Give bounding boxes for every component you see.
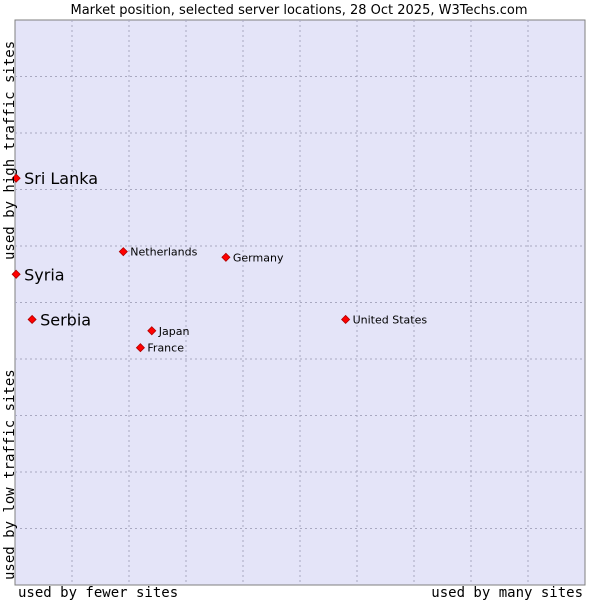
data-label-united-states: United States [353, 313, 428, 326]
data-label-sri-lanka: Sri Lanka [24, 169, 98, 188]
data-points [11, 173, 351, 353]
data-label-japan: Japan [158, 325, 190, 338]
data-point-labels: Netherlands Germany United States Japan Fran… [24, 169, 427, 355]
data-point-syria [11, 269, 21, 279]
data-point-japan [147, 326, 157, 336]
data-label-netherlands: Netherlands [130, 246, 197, 259]
data-point-united-states [341, 314, 351, 325]
data-label-france: France [147, 342, 184, 355]
x-axis-label-left: used by fewer sites [18, 585, 178, 600]
x-axis-label-right: used by many sites [431, 585, 583, 600]
data-label-germany: Germany [233, 251, 284, 264]
y-axis-label-bottom: used by low traffic sites [2, 369, 18, 580]
chart-title: Market position, selected server locatio… [70, 3, 527, 18]
data-point-france [135, 343, 145, 353]
data-point-sri-lanka [11, 173, 21, 183]
data-label-syria: Syria [24, 265, 64, 284]
data-point-netherlands [118, 247, 128, 257]
y-axis-label-top: used by high traffic sites [2, 41, 18, 260]
data-point-germany [221, 252, 231, 262]
data-point-serbia [27, 314, 37, 325]
data-label-serbia: Serbia [40, 310, 91, 329]
grid-lines [15, 20, 585, 585]
